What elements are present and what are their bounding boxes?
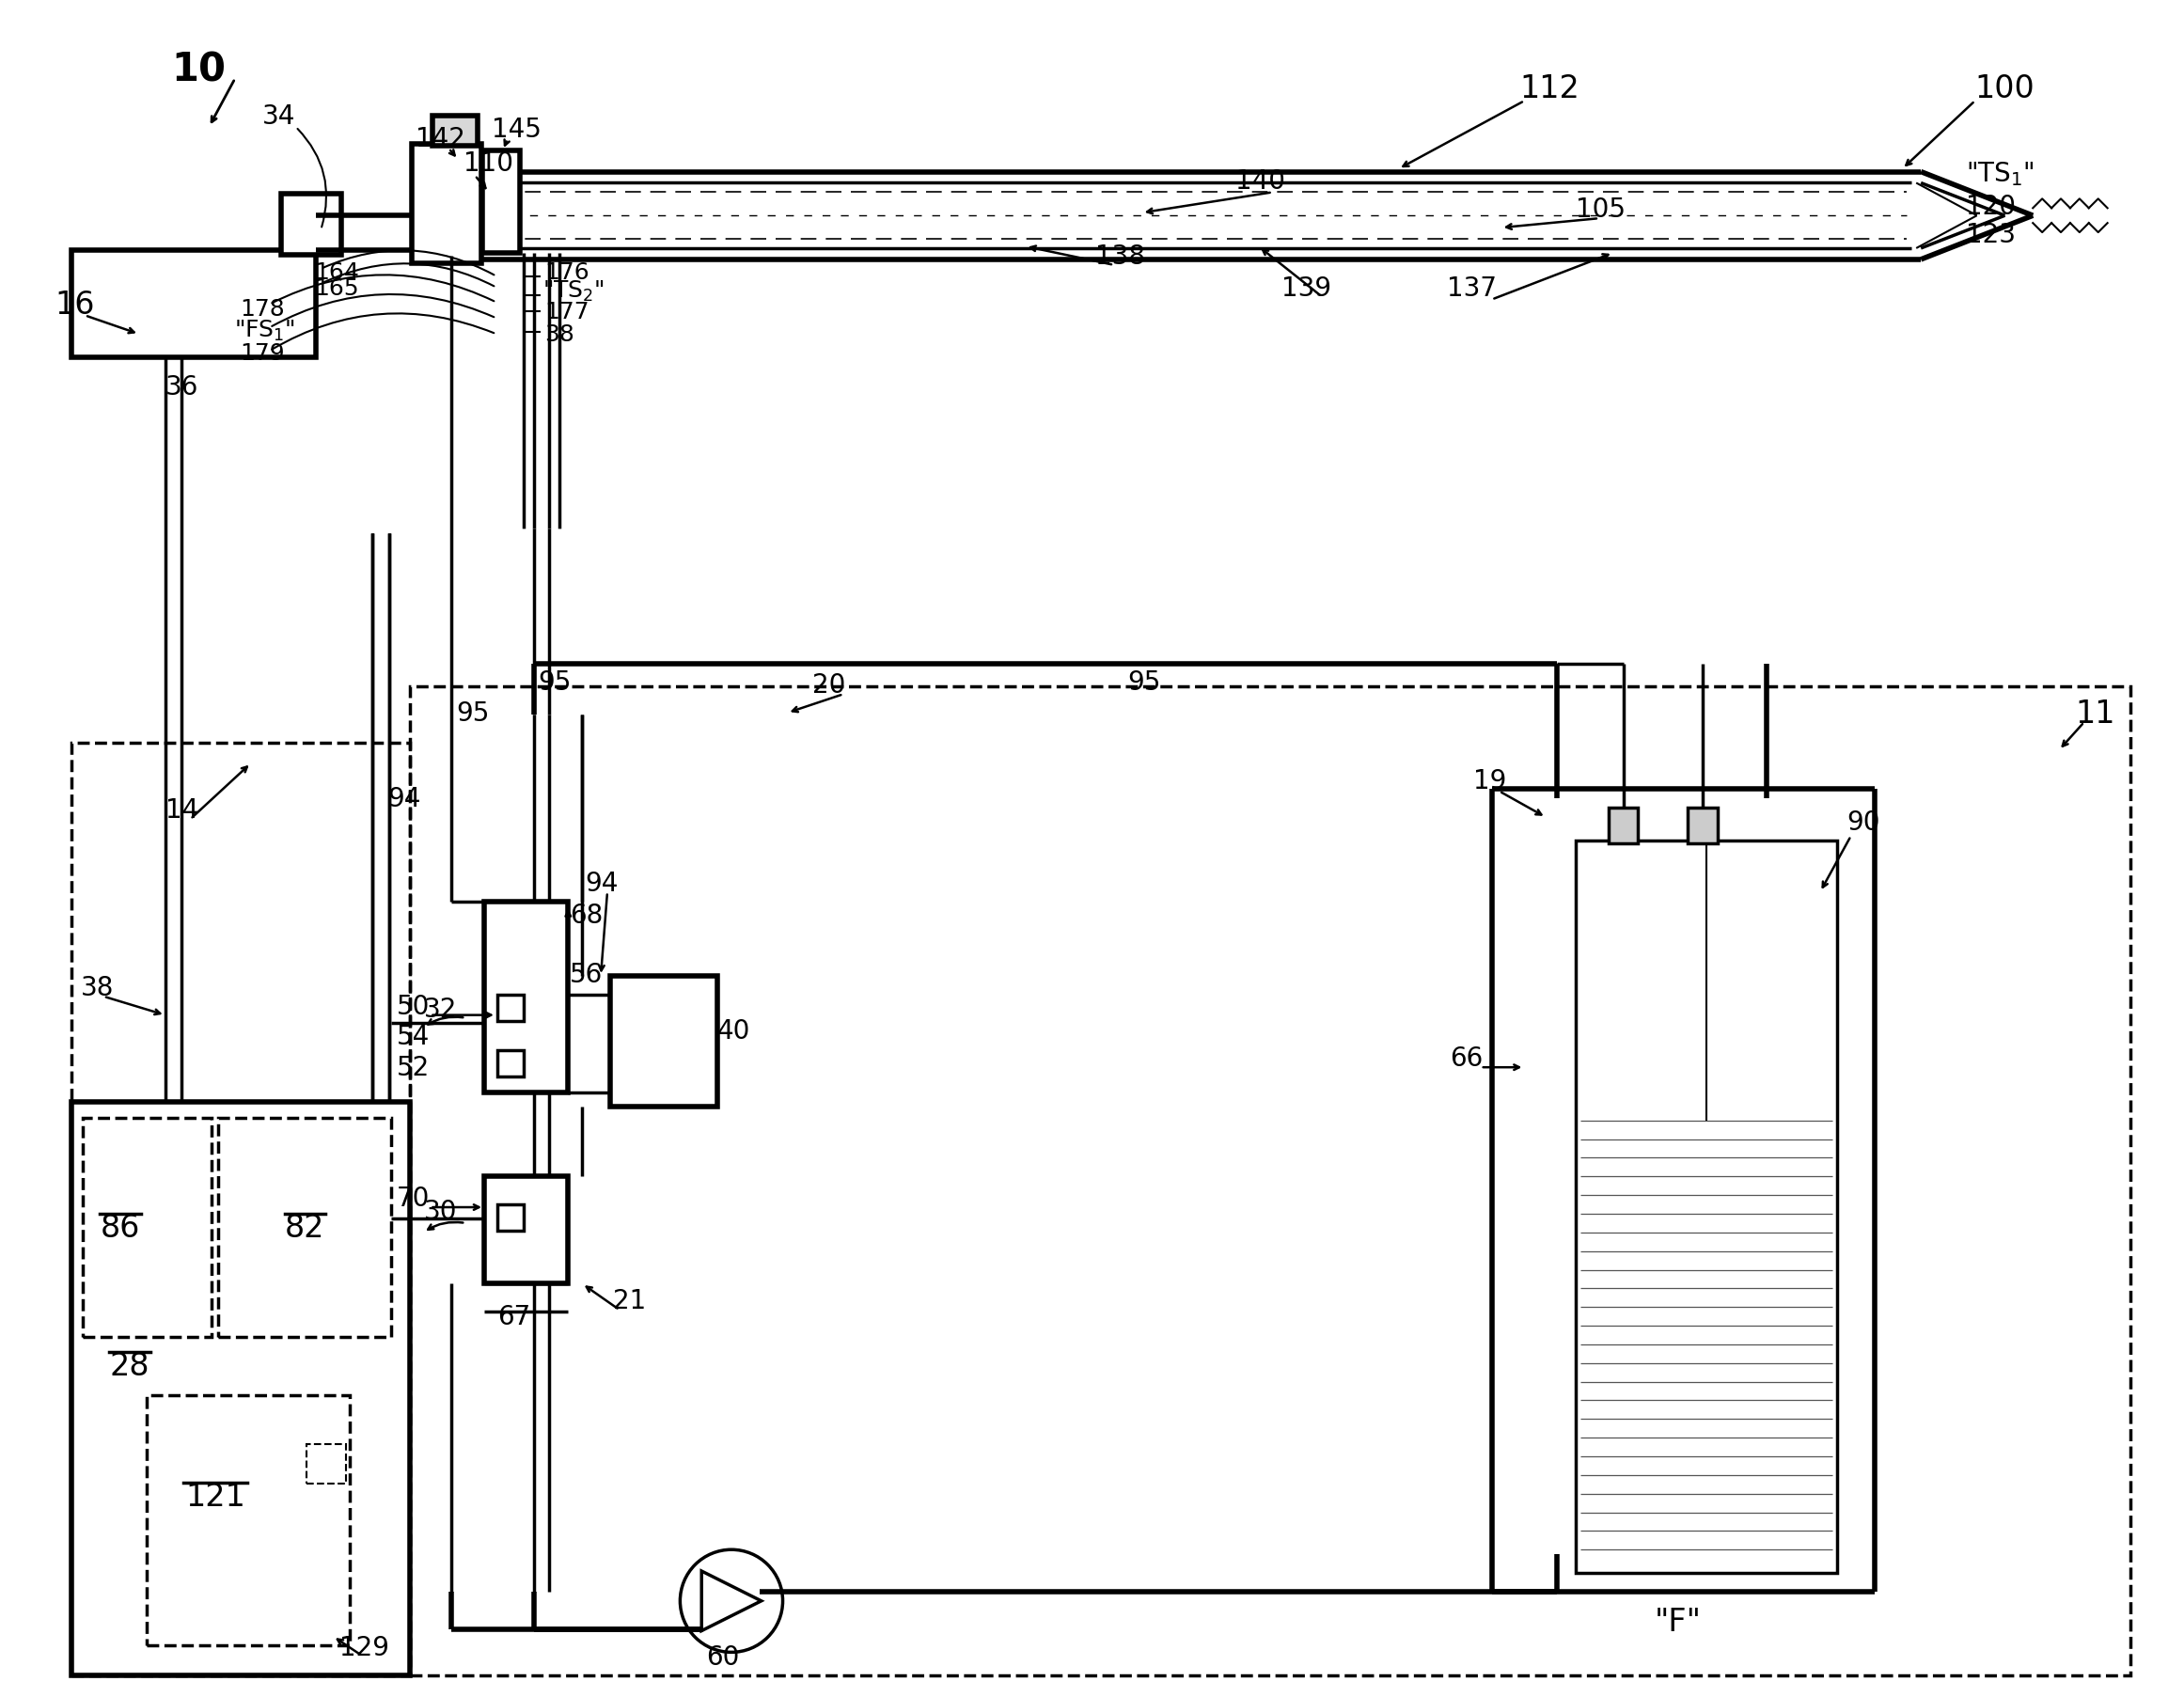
Text: 68: 68: [570, 903, 603, 928]
Bar: [308, 1444, 345, 1483]
Text: 145: 145: [491, 117, 542, 143]
Text: 38: 38: [81, 974, 114, 1001]
Text: 95: 95: [537, 669, 572, 696]
Text: "TS$_1$": "TS$_1$": [1966, 160, 2033, 188]
Text: 54: 54: [397, 1023, 430, 1050]
Text: 32: 32: [424, 996, 456, 1022]
Text: 70: 70: [397, 1185, 430, 1212]
Text: 164: 164: [314, 261, 360, 283]
Text: 36: 36: [166, 373, 199, 400]
Text: 11: 11: [2075, 697, 2114, 728]
Text: 40: 40: [716, 1017, 751, 1044]
Text: 137: 137: [1448, 275, 1496, 302]
Text: 20: 20: [812, 672, 845, 699]
Text: 176: 176: [544, 261, 590, 283]
Bar: [432, 117, 478, 146]
Bar: [498, 1205, 524, 1230]
Text: 21: 21: [614, 1288, 646, 1313]
Text: 94: 94: [585, 871, 618, 896]
Text: 178: 178: [240, 299, 284, 321]
Text: 38: 38: [544, 324, 574, 346]
Bar: [218, 1118, 391, 1337]
Bar: [411, 144, 480, 263]
Bar: [1607, 808, 1638, 843]
Text: 177: 177: [544, 300, 590, 324]
Text: 67: 67: [498, 1303, 531, 1330]
Text: 82: 82: [286, 1212, 325, 1244]
Text: 66: 66: [1450, 1045, 1483, 1071]
Text: 56: 56: [570, 961, 603, 988]
Bar: [485, 1176, 568, 1285]
Bar: [72, 251, 317, 358]
Text: 112: 112: [1520, 73, 1579, 104]
Text: "FS$_1$": "FS$_1$": [234, 319, 295, 343]
Text: 120: 120: [1966, 193, 2016, 221]
Text: 10: 10: [173, 51, 227, 90]
Text: 60: 60: [705, 1644, 740, 1670]
Text: 123: 123: [1966, 222, 2016, 248]
Bar: [498, 1050, 524, 1078]
Text: "F": "F": [1655, 1605, 1701, 1638]
Bar: [282, 195, 341, 256]
Text: 52: 52: [397, 1054, 430, 1081]
Bar: [146, 1397, 349, 1646]
Text: 129: 129: [339, 1634, 389, 1661]
Bar: [1688, 808, 1717, 843]
Text: 110: 110: [463, 149, 513, 176]
Text: 90: 90: [1845, 809, 1880, 835]
Text: 105: 105: [1575, 197, 1625, 222]
Bar: [83, 1118, 212, 1337]
Text: 140: 140: [1236, 168, 1284, 195]
Text: 34: 34: [262, 104, 295, 129]
Bar: [411, 687, 2132, 1675]
Text: 138: 138: [1094, 243, 1144, 270]
Text: 100: 100: [1974, 73, 2035, 104]
Text: 121: 121: [186, 1481, 245, 1512]
Text: 95: 95: [456, 701, 489, 726]
Text: 179: 179: [240, 343, 284, 365]
Text: 94: 94: [387, 786, 422, 813]
Bar: [72, 743, 411, 1675]
Text: 142: 142: [415, 126, 465, 153]
Bar: [72, 1101, 411, 1675]
Bar: [498, 994, 524, 1022]
Bar: [483, 151, 520, 253]
Bar: [609, 976, 716, 1106]
Text: 50: 50: [397, 993, 430, 1020]
Text: 30: 30: [424, 1198, 456, 1224]
Text: 19: 19: [1472, 767, 1507, 794]
Text: 165: 165: [314, 277, 358, 299]
Bar: [485, 901, 568, 1093]
Text: 86: 86: [100, 1212, 140, 1244]
Text: 95: 95: [1127, 669, 1162, 696]
Text: 139: 139: [1282, 275, 1332, 302]
Text: "TS$_2$": "TS$_2$": [542, 278, 605, 304]
Text: 28: 28: [109, 1351, 151, 1381]
Text: 14: 14: [166, 798, 199, 823]
Bar: [1575, 842, 1837, 1573]
Text: 16: 16: [55, 290, 94, 321]
